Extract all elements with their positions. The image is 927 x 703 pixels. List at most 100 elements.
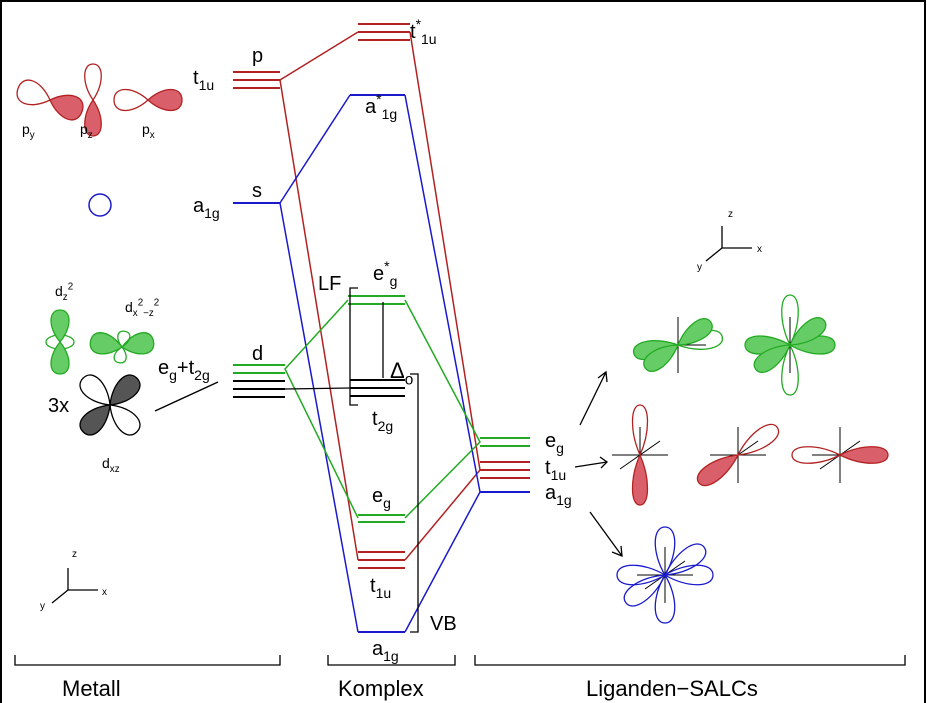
subscript: z <box>63 292 68 303</box>
subscript: x <box>150 130 155 141</box>
label: a1g <box>193 195 220 221</box>
label: z <box>72 549 77 560</box>
label-text: 3x <box>48 395 69 417</box>
label: Δo <box>390 358 413 389</box>
subscript: o <box>405 372 414 389</box>
lobe <box>85 64 102 100</box>
subscript: g <box>556 440 564 456</box>
mo-diagram: pt1usa1gdeg+t2g3xpypzpxdz2dx2−z2dxzt*1ua… <box>0 0 927 703</box>
label-text: e <box>372 485 383 507</box>
blue-connector <box>405 95 480 632</box>
label: t1u <box>545 457 566 483</box>
superscript: * <box>384 258 390 274</box>
subscript: g <box>390 273 398 289</box>
label-text: e <box>545 430 556 452</box>
subscript: 1g <box>556 492 572 508</box>
label-text: LF <box>318 273 341 295</box>
label: t2g <box>372 408 393 434</box>
label-text: z <box>72 549 77 560</box>
label: dz2 <box>55 282 73 304</box>
label: px <box>142 121 155 141</box>
label: x <box>757 244 762 255</box>
subscript: 1u <box>551 467 567 483</box>
label: Komplex <box>338 676 424 701</box>
lobe <box>51 310 69 342</box>
label: 3x <box>48 395 69 417</box>
subscript: −z <box>143 308 154 319</box>
subscript: xz <box>110 464 120 475</box>
superscript: 2 <box>154 298 159 309</box>
subscript: x <box>133 308 138 319</box>
green-connector <box>405 300 480 518</box>
label-text: VB <box>430 613 457 635</box>
lobe <box>148 90 182 111</box>
label: s <box>252 180 262 202</box>
label-text: p <box>22 121 30 137</box>
label-text: p <box>252 45 263 67</box>
label: t1u <box>193 67 214 93</box>
subscript: g <box>169 367 177 383</box>
superscript: 2 <box>68 282 73 293</box>
label: x <box>102 587 107 598</box>
label-text: y <box>40 601 45 612</box>
label-text: d <box>55 283 63 299</box>
connectors <box>155 32 480 632</box>
label-text: x <box>102 587 107 598</box>
subscript: 2g <box>378 418 394 434</box>
subscript: y <box>30 130 35 141</box>
label: VB <box>430 613 457 635</box>
subscript: 1u <box>199 77 215 93</box>
label: eg <box>545 430 564 456</box>
label-text: +t <box>177 357 195 379</box>
label: dxz <box>102 455 120 475</box>
label: e*g <box>373 258 397 289</box>
subscript: 1g <box>383 648 399 664</box>
label: t*1u <box>410 16 437 47</box>
label: a1g <box>372 638 399 664</box>
subscript: 1u <box>421 31 437 47</box>
blue-connector <box>280 95 358 632</box>
orbital-lobes <box>14 64 888 623</box>
label-text: Metall <box>62 676 121 701</box>
superscript: 2 <box>138 298 143 309</box>
label-text: d <box>125 299 133 315</box>
lobe <box>114 90 148 111</box>
label: y <box>40 601 45 612</box>
label-text: e <box>373 263 384 285</box>
lobe <box>76 371 118 413</box>
subscript: 1g <box>204 205 220 221</box>
label-text: Δ <box>390 358 405 383</box>
label: p <box>252 45 263 67</box>
label: dx2−z2 <box>125 298 159 320</box>
label-text: e <box>158 357 169 379</box>
subscript: 1u <box>376 585 392 601</box>
label-text: p <box>80 121 88 137</box>
red-connector <box>280 32 358 560</box>
label-text: y <box>697 262 702 273</box>
superscript: * <box>416 16 422 32</box>
lobe <box>694 448 744 490</box>
label: eg <box>372 485 391 511</box>
subscript: g <box>383 495 391 511</box>
pointer-line <box>155 382 218 411</box>
subscript: 2g <box>194 367 210 383</box>
label-text: x <box>757 244 762 255</box>
label: t1u <box>370 575 391 601</box>
subscript: z <box>88 130 93 141</box>
label: eg+t2g <box>158 357 210 383</box>
lobe <box>673 315 716 353</box>
label: Metall <box>62 676 121 701</box>
lobe <box>633 455 648 505</box>
label-text: s <box>252 180 262 202</box>
label: z <box>728 209 733 220</box>
lobe <box>46 89 86 123</box>
label: a1g <box>545 482 572 508</box>
label-text: d <box>102 455 110 471</box>
label-text: z <box>728 209 733 220</box>
s-orbital <box>89 194 111 216</box>
label-text: p <box>142 121 150 137</box>
label-text: Liganden−SALCs <box>586 676 758 701</box>
subscript: 1g <box>382 106 398 122</box>
lobe <box>103 398 145 440</box>
label: py <box>22 121 35 141</box>
